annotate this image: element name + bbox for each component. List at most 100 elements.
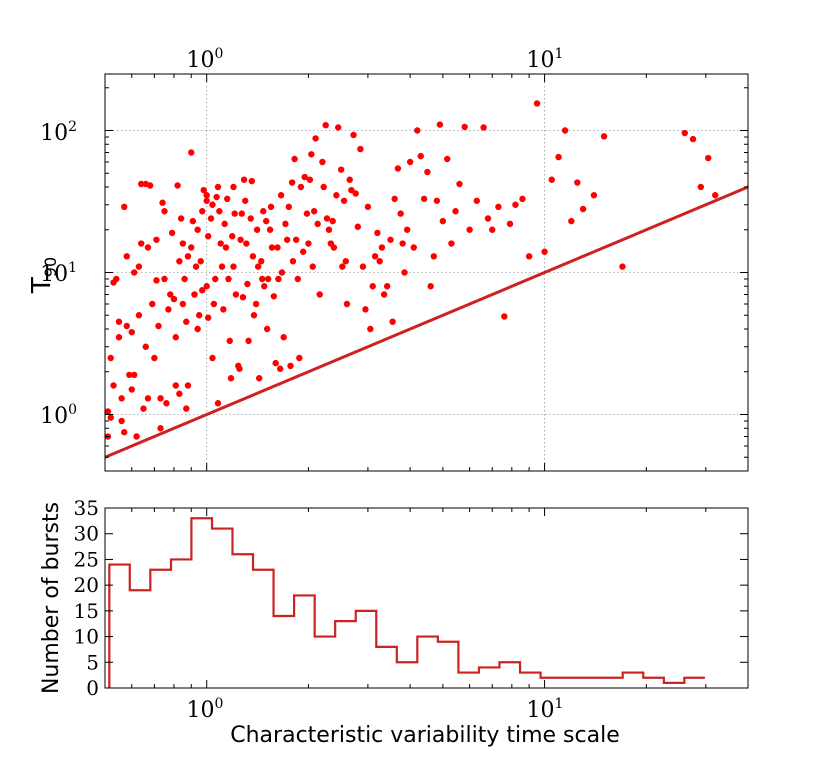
- data-point-78: [209, 354, 216, 362]
- scatter-grid: [105, 74, 748, 471]
- data-point-188: [383, 283, 391, 290]
- data-point-30: [146, 182, 154, 189]
- data-point-11: [121, 203, 128, 211]
- data-point-65: [194, 325, 201, 333]
- data-point-208: [444, 155, 451, 163]
- data-point-237: [697, 183, 705, 191]
- data-point-108: [245, 337, 252, 345]
- hist-ytick-label-1: 5: [86, 650, 99, 674]
- data-point-118: [259, 275, 266, 283]
- data-point-151: [308, 151, 315, 158]
- data-point-234: [619, 263, 626, 270]
- data-point-239: [712, 192, 719, 199]
- data-point-127: [270, 293, 278, 300]
- data-point-210: [452, 208, 459, 215]
- data-point-13: [123, 253, 130, 260]
- data-point-186: [378, 244, 386, 251]
- data-point-197: [406, 158, 414, 166]
- data-point-227: [555, 153, 562, 161]
- data-point-40: [161, 275, 168, 283]
- data-point-191: [391, 195, 398, 203]
- data-point-35: [155, 322, 162, 330]
- data-point-57: [184, 253, 192, 260]
- data-point-12: [121, 429, 128, 436]
- data-point-218: [495, 203, 502, 211]
- data-point-194: [399, 240, 406, 247]
- data-point-112: [250, 312, 258, 319]
- data-point-209: [448, 240, 455, 247]
- data-point-134: [280, 334, 287, 341]
- data-point-9: [118, 395, 125, 402]
- data-point-16: [128, 328, 135, 336]
- data-point-231: [579, 205, 587, 213]
- data-point-63: [192, 263, 200, 270]
- data-point-110: [248, 177, 256, 185]
- data-point-43: [167, 291, 174, 298]
- data-point-80: [212, 275, 219, 283]
- data-point-67: [197, 258, 204, 265]
- data-point-34: [153, 277, 160, 284]
- top-xtick-label-1: 100: [187, 46, 224, 73]
- data-point-100: [236, 365, 243, 372]
- data-point-27: [142, 343, 149, 350]
- data-point-45: [170, 295, 178, 303]
- data-point-109: [247, 215, 254, 222]
- data-point-61: [189, 217, 197, 225]
- data-point-20: [133, 433, 140, 440]
- data-point-148: [303, 210, 311, 217]
- data-point-189: [387, 236, 394, 243]
- scatter-panel: 100 101 100 101 102 T90: [27, 46, 749, 472]
- data-point-168: [339, 263, 346, 270]
- data-point-111: [249, 253, 257, 260]
- data-point-122: [263, 325, 271, 333]
- data-point-185: [376, 258, 383, 265]
- data-point-207: [439, 217, 447, 225]
- data-point-145: [297, 183, 305, 191]
- data-point-229: [568, 217, 575, 225]
- data-point-3: [107, 414, 114, 421]
- data-point-23: [138, 240, 145, 247]
- data-point-221: [512, 201, 519, 208]
- data-point-73: [203, 283, 210, 290]
- data-point-177: [357, 145, 364, 153]
- scatter-points: [104, 100, 719, 440]
- data-point-182: [369, 283, 376, 290]
- data-point-104: [240, 176, 248, 183]
- data-point-6: [113, 275, 120, 283]
- data-point-97: [231, 210, 238, 217]
- data-point-5: [110, 382, 117, 389]
- data-point-225: [541, 248, 548, 255]
- data-point-93: [227, 375, 235, 382]
- data-point-163: [329, 217, 336, 225]
- data-point-50: [176, 390, 183, 397]
- data-point-64: [194, 226, 201, 233]
- data-point-7: [115, 318, 123, 325]
- data-point-8: [115, 334, 123, 341]
- hist-ytick-label-4: 20: [74, 573, 99, 597]
- data-point-83: [214, 400, 222, 407]
- data-point-115: [254, 263, 262, 270]
- data-point-155: [314, 220, 321, 228]
- data-point-135: [282, 220, 289, 228]
- data-point-55: [183, 318, 190, 325]
- data-point-169: [340, 197, 348, 204]
- data-point-10: [118, 417, 125, 425]
- data-point-14: [123, 322, 130, 330]
- data-point-174: [350, 131, 357, 139]
- data-point-18: [130, 269, 138, 276]
- reference-line: [104, 185, 749, 459]
- data-point-0: [104, 408, 112, 415]
- data-point-146: [299, 248, 307, 255]
- data-point-91: [225, 275, 232, 283]
- data-point-204: [430, 253, 437, 260]
- data-point-224: [533, 100, 541, 107]
- data-point-230: [574, 179, 581, 186]
- ytick-label-100: 102: [40, 119, 77, 146]
- data-point-202: [424, 168, 431, 176]
- data-point-147: [301, 173, 308, 181]
- hist-ytick-label-5: 25: [74, 547, 99, 571]
- data-point-179: [362, 306, 369, 313]
- data-point-195: [401, 269, 408, 276]
- data-point-212: [461, 123, 468, 131]
